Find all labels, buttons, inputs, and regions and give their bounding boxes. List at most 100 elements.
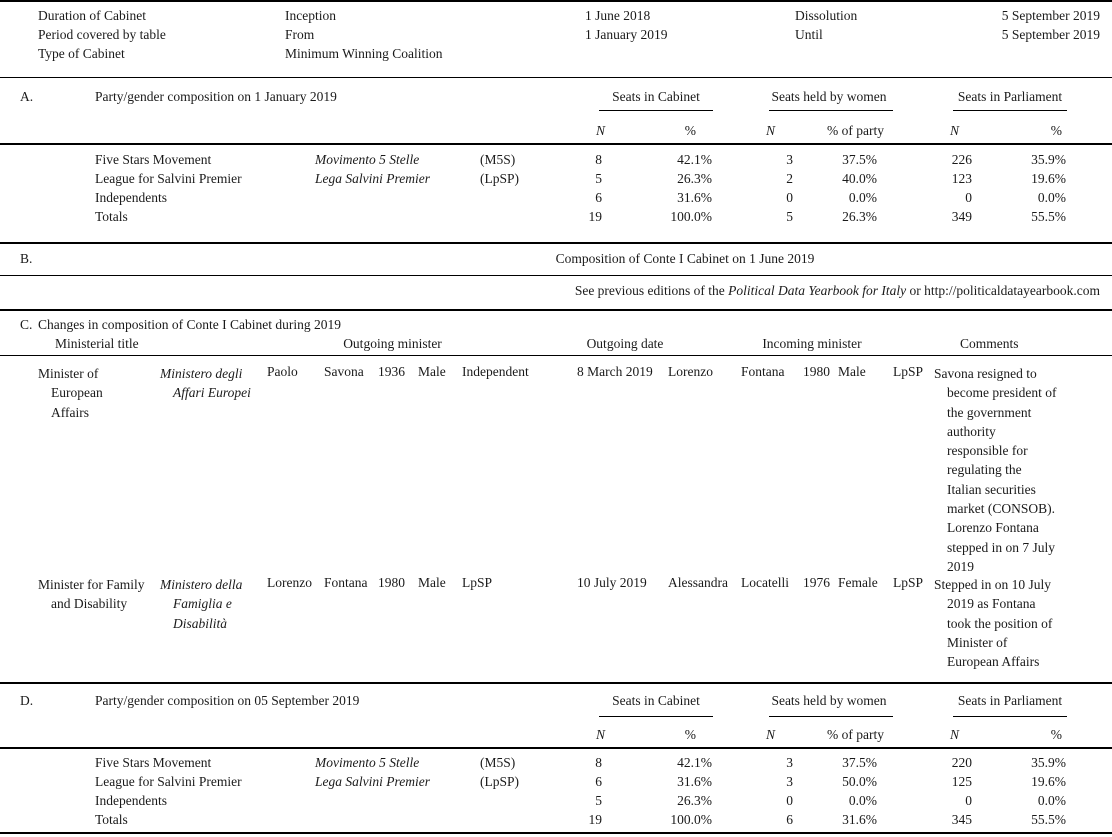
seats-women-pct: 31.6% (842, 812, 877, 827)
seats-women-pct: 0.0% (848, 793, 877, 808)
seats-cabinet-n: 8 (595, 152, 602, 167)
inception-value: 1 June 2018 (585, 8, 651, 23)
seats-parliament-pct: 0.0% (1037, 793, 1066, 808)
group-header-seats-in-parliament: Seats in Parliament (957, 693, 1063, 708)
col-header-incoming-minister: Incoming minister (762, 336, 862, 351)
col-header-parliament-n: N (950, 123, 960, 138)
until-value: 5 September 2019 (1001, 27, 1100, 42)
seats-parliament-pct: 19.6% (1031, 774, 1066, 789)
col-header-pct-of-party: % of party (827, 123, 884, 138)
divider (0, 832, 1112, 834)
seats-women-pct: 40.0% (842, 171, 877, 186)
divider (599, 716, 713, 717)
seats-cabinet-pct: 26.3% (677, 793, 712, 808)
party-name-english: Independents (95, 793, 167, 808)
party-name-english: Independents (95, 190, 167, 205)
section-b-letter: B. (20, 251, 33, 266)
divider (0, 275, 1112, 276)
seats-women-n: 0 (786, 793, 793, 808)
inception-label: Inception (285, 8, 336, 23)
section-a-letter: A. (20, 89, 34, 104)
seats-women-pct: 50.0% (842, 774, 877, 789)
incoming-last-name: Locatelli (741, 575, 789, 590)
party-name-english: Five Stars Movement (95, 152, 212, 167)
seats-parliament-n: 0 (965, 793, 972, 808)
col-header-women-n: N (766, 123, 776, 138)
seats-cabinet-n: 19 (588, 812, 603, 827)
incoming-last-name: Fontana (741, 364, 785, 379)
seats-parliament-pct: 0.0% (1037, 190, 1066, 205)
group-header-seats-held-by-women: Seats held by women (771, 89, 887, 104)
col-header-women-n: N (766, 727, 776, 742)
yearbook-link[interactable]: http://politicaldatayearbook.com (924, 283, 1100, 298)
divider (0, 242, 1112, 244)
period-covered-label: Period covered by table (38, 27, 166, 42)
totals-label: Totals (95, 209, 128, 224)
duration-of-cabinet-label: Duration of Cabinet (38, 8, 146, 23)
party-abbreviation: (M5S) (480, 755, 516, 770)
divider (953, 110, 1067, 111)
seats-cabinet-pct: 42.1% (677, 152, 712, 167)
seats-parliament-n: 349 (951, 209, 972, 224)
divider (0, 0, 1112, 2)
divider (769, 110, 893, 111)
seats-women-n: 3 (786, 774, 793, 789)
col-header-parliament-n: N (950, 727, 960, 742)
seats-women-n: 5 (786, 209, 793, 224)
outgoing-gender: Male (418, 575, 446, 590)
incoming-birth-year: 1976 (803, 575, 830, 590)
col-header-cabinet-n: N (596, 727, 606, 742)
seats-women-n: 0 (786, 190, 793, 205)
section-c-title: Changes in composition of Conte I Cabine… (38, 317, 341, 332)
divider (953, 716, 1067, 717)
seats-women-n: 3 (786, 152, 793, 167)
type-of-cabinet-label: Type of Cabinet (38, 46, 125, 61)
party-abbreviation: (LpSP) (480, 774, 520, 789)
type-of-cabinet-value: Minimum Winning Coalition (285, 46, 443, 61)
incoming-gender: Male (838, 364, 866, 379)
col-header-ministerial-title: Ministerial title (55, 336, 139, 351)
seats-cabinet-n: 5 (595, 171, 602, 186)
party-name-italian: Lega Salvini Premier (315, 774, 430, 789)
seats-cabinet-n: 5 (595, 793, 602, 808)
party-name-italian: Movimento 5 Stelle (315, 755, 420, 770)
divider (0, 143, 1112, 145)
col-header-cabinet-n: N (596, 123, 606, 138)
see-previous-prefix: See previous editions of the (574, 283, 729, 298)
seats-cabinet-pct: 26.3% (677, 171, 712, 186)
seats-parliament-pct: 55.5% (1031, 209, 1066, 224)
seats-women-n: 2 (786, 171, 793, 186)
ministerial-title-english: Minister of European Affairs (38, 366, 103, 420)
seats-cabinet-pct: 100.0% (670, 812, 712, 827)
seats-cabinet-n: 6 (595, 774, 602, 789)
dissolution-value: 5 September 2019 (1001, 8, 1100, 23)
seats-parliament-n: 125 (951, 774, 972, 789)
outgoing-party: LpSP (462, 575, 493, 590)
divider (0, 77, 1112, 78)
col-header-parliament-pct: % (1050, 123, 1062, 138)
party-name-italian: Movimento 5 Stelle (315, 152, 420, 167)
totals-label: Totals (95, 812, 128, 827)
until-label: Until (795, 27, 823, 42)
section-a-title: Party/gender composition on 1 January 20… (95, 89, 337, 104)
seats-cabinet-pct: 31.6% (677, 190, 712, 205)
from-label: From (285, 27, 315, 42)
section-b-title: Composition of Conte I Cabinet on 1 June… (555, 251, 815, 266)
outgoing-last-name: Savona (324, 364, 364, 379)
incoming-first-name: Lorenzo (668, 364, 713, 379)
outgoing-party: Independent (462, 364, 529, 379)
incoming-party: LpSP (893, 364, 924, 379)
incoming-party: LpSP (893, 575, 924, 590)
ministerial-title-italian: Ministero degli Affari Europei (160, 366, 251, 401)
ministerial-title-english: Minister for Family and Disability (38, 577, 145, 612)
seats-parliament-n: 0 (965, 190, 972, 205)
outgoing-gender: Male (418, 364, 446, 379)
seats-parliament-n: 226 (951, 152, 972, 167)
outgoing-birth-year: 1980 (378, 575, 405, 590)
divider (0, 309, 1112, 311)
outgoing-last-name: Fontana (324, 575, 368, 590)
party-name-english: League for Salvini Premier (95, 774, 242, 789)
seats-cabinet-n: 6 (595, 190, 602, 205)
col-header-cabinet-pct: % (684, 727, 696, 742)
